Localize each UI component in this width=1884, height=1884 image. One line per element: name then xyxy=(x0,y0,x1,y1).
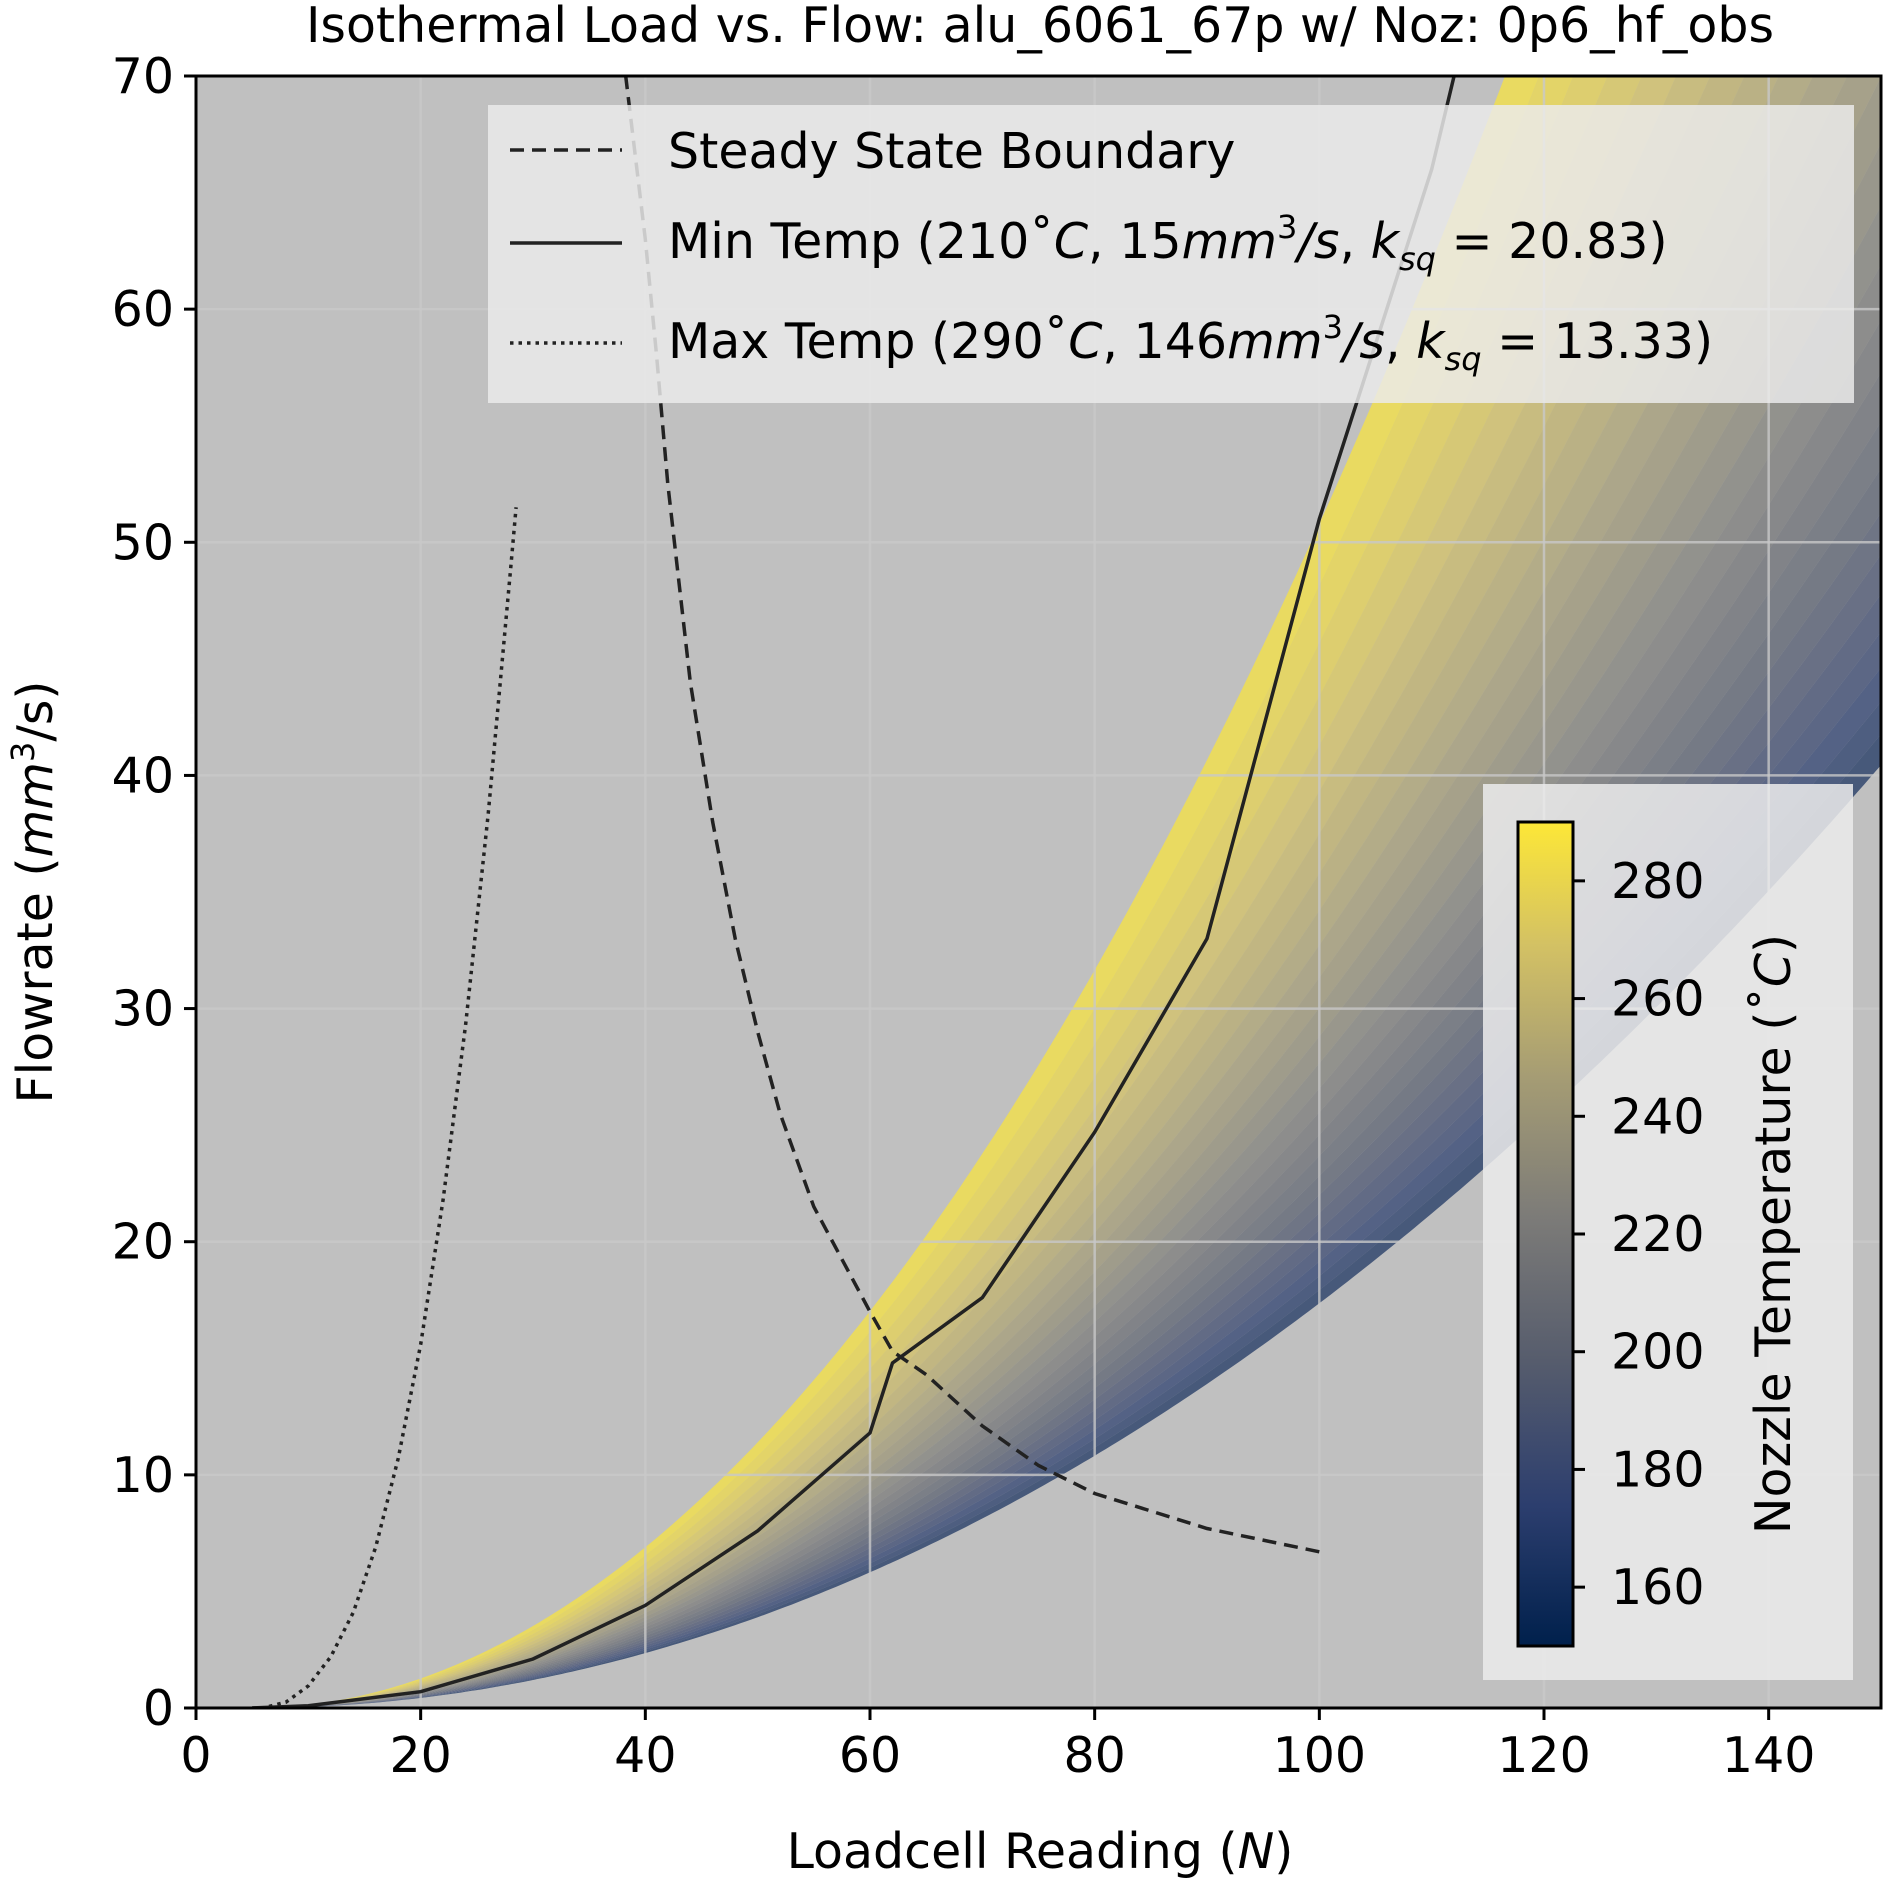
x-tick-label: 140 xyxy=(1722,1727,1816,1784)
y-tick-label: 10 xyxy=(112,1447,174,1504)
legend-box xyxy=(488,105,1854,403)
y-tick-label: 60 xyxy=(112,281,174,338)
colorbar-tick-label: 160 xyxy=(1611,1559,1705,1616)
colorbar-tick-label: 180 xyxy=(1611,1441,1705,1498)
x-tick-label: 80 xyxy=(1063,1727,1125,1784)
colorbar-tick-label: 240 xyxy=(1611,1088,1705,1145)
x-tick-label: 20 xyxy=(389,1727,451,1784)
legend-label-min-temp: Min Temp (210˚C, 15mm3/s, ksq = 20.83) xyxy=(668,208,1668,278)
x-tick-label: 60 xyxy=(839,1727,901,1784)
chart-title: Isothermal Load vs. Flow: alu_6061_67p w… xyxy=(306,0,1774,54)
legend-entry-max-temp: Max Temp (290˚C, 146mm3/s, ksq = 13.33) xyxy=(510,308,1713,378)
colorbar-tick-label: 260 xyxy=(1611,971,1705,1028)
colorbar: 160 180 200 220 240 260 280 Nozzle Temperature… xyxy=(1483,784,1853,1680)
legend-entry-min-temp: Min Temp (210˚C, 15mm3/s, ksq = 20.83) xyxy=(510,208,1668,278)
colorbar-gradient xyxy=(1516,820,1575,1648)
colorbar-tick-label: 220 xyxy=(1611,1206,1705,1263)
colorbar-tick-label: 200 xyxy=(1611,1324,1705,1381)
y-tick-label: 20 xyxy=(112,1214,174,1271)
legend-entry-steady-state: Steady State Boundary xyxy=(510,123,1235,180)
y-tick-label: 50 xyxy=(112,514,174,571)
colorbar-ticks: 160 180 200 220 240 260 280 xyxy=(1573,853,1705,1616)
x-axis-label: Loadcell Reading (N) xyxy=(787,1823,1294,1880)
x-axis-ticks: 0 20 40 60 80 100 120 140 xyxy=(180,1708,1815,1784)
y-tick-label: 40 xyxy=(112,747,174,804)
plot-frame xyxy=(194,74,1883,1710)
series-lines xyxy=(252,76,1456,1708)
y-axis-label: Flowrate (mm3/s) xyxy=(4,680,64,1103)
y-tick-label: 70 xyxy=(112,48,174,105)
x-tick-label: 100 xyxy=(1273,1727,1367,1784)
legend: Steady State Boundary Min Temp (210˚C, 1… xyxy=(488,105,1854,403)
legend-label-steady-state: Steady State Boundary xyxy=(668,123,1235,180)
y-axis-ticks: 0 10 20 30 40 50 60 70 xyxy=(112,48,196,1737)
colorbar-tick-label: 280 xyxy=(1611,853,1705,910)
x-tick-label: 40 xyxy=(614,1727,676,1784)
colorbar-label: Nozzle Temperature (˚C) xyxy=(1745,934,1802,1534)
x-tick-label: 120 xyxy=(1497,1727,1591,1784)
y-tick-label: 30 xyxy=(112,981,174,1038)
legend-label-max-temp: Max Temp (290˚C, 146mm3/s, ksq = 13.33) xyxy=(668,308,1713,378)
series-line-dashed xyxy=(623,76,1320,1554)
x-tick-label: 0 xyxy=(180,1727,211,1784)
series-line-solid xyxy=(252,76,1456,1708)
y-tick-label: 0 xyxy=(143,1680,174,1737)
